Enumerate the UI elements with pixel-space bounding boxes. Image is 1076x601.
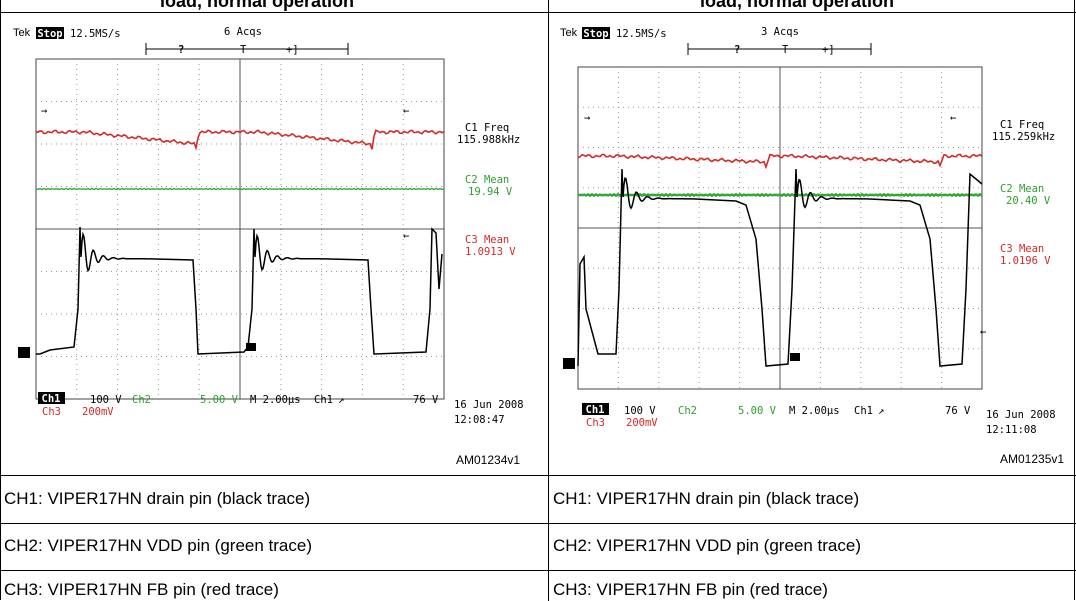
capture-time: 12:11:08 [986, 424, 1037, 436]
mode-badge [36, 27, 64, 39]
ch3-label: Ch3 [42, 406, 61, 418]
trigger-marker-right: +] [286, 44, 299, 56]
figure-id-left: AM01234v1 [456, 453, 521, 467]
oscilloscope-screenshot-right: Tek Stop 12.5MS/s 3 Acqs ? T +] → ← ← C1… [560, 26, 1056, 436]
ch3-trace [577, 153, 983, 170]
ch3-scale: 200mV [626, 417, 658, 429]
sample-rate: 12.5MS/s [616, 28, 667, 40]
timebase: M 2.00µs [250, 394, 301, 406]
ch2-label: Ch2 [678, 405, 697, 417]
trigger-marker-right: +] [822, 44, 835, 56]
trigger-level-arrow-right: ← [950, 112, 956, 124]
trigger-marker-center: T [240, 44, 247, 56]
capture-date: 16 Jun 2008 [454, 399, 524, 411]
c1-freq-value: 115.259kHz [992, 131, 1055, 143]
trigger-level: 76 V [413, 394, 439, 406]
caption-left-ch2: CH2: VIPER17HN VDD pin (green trace) [4, 536, 313, 555]
acquisition-count: 6 Acqs [224, 26, 262, 38]
ch1-scale: 100 V [624, 405, 656, 417]
ch1-label: Ch1 [42, 393, 61, 405]
graticule [577, 66, 983, 390]
trigger-level: 76 V [945, 405, 971, 417]
table-rule-1 [0, 475, 1076, 476]
c3-mean-label: C3 Mean [465, 234, 509, 246]
ch3-trace [35, 129, 445, 151]
ch2-scale: 5.00 V [738, 405, 777, 417]
trigger-marker-left: ? [734, 44, 740, 56]
ch1-scale: 100 V [90, 394, 122, 406]
ch3-offset-arrow: ← [980, 326, 986, 338]
ch3-label: Ch3 [586, 417, 605, 429]
table-center-rule [548, 0, 549, 601]
ch2-trace [577, 192, 983, 198]
c1-freq-label: C1 Freq [465, 122, 509, 134]
ch2-trace [35, 187, 445, 191]
caption-left-ch3: CH3: VIPER17HN FB pin (red trace) [4, 580, 279, 599]
figure-id-right: AM01235v1 [1000, 452, 1065, 466]
c2-mean-label: C2 Mean [465, 174, 509, 186]
figure-header-right: load, normal operation [700, 0, 895, 11]
ch1-marker-2 [246, 343, 256, 351]
ch1-badge [582, 403, 609, 415]
ch1-badge [38, 392, 65, 404]
c1-freq-label: C1 Freq [1000, 119, 1044, 131]
capture-time: 12:08:47 [454, 414, 505, 426]
caption-right-ch3: CH3: VIPER17HN FB pin (red trace) [553, 580, 828, 599]
c3-mean-value: 1.0196 V [1000, 255, 1051, 267]
trigger-slope: ↗ [338, 394, 344, 406]
ch1-ground-marker [563, 358, 575, 369]
mode-badge [582, 27, 610, 39]
c3-mean-label: C3 Mean [1000, 243, 1044, 255]
ch1-marker-2 [790, 353, 800, 361]
c3-mean-value: 1.0913 V [465, 246, 516, 258]
ch1-trace [577, 168, 983, 367]
ch2-label: Ch2 [132, 394, 151, 406]
trigger-slope: ↗ [878, 405, 884, 417]
ch1-label: Ch1 [586, 404, 605, 416]
timebase: M 2.00µs [789, 405, 840, 417]
trigger-marker-center: T [782, 44, 789, 56]
ch3-offset-arrow: ← [403, 230, 409, 242]
table-rule-3 [0, 570, 1076, 571]
c2-mean-label: C2 Mean [1000, 183, 1044, 195]
mode-label: Stop [583, 28, 608, 40]
ch2-scale: 5.00 V [200, 394, 239, 406]
brand-label: Tek [13, 27, 31, 39]
acquisition-count: 3 Acqs [761, 26, 799, 38]
brand-label: Tek [560, 27, 578, 39]
oscilloscope-screenshot-left: Tek Stop 12.5MS/s 6 Acqs ? T +] → ← ← C1… [13, 26, 524, 426]
ch1-ground-marker [18, 347, 30, 358]
figure-header-left: load, normal operation [160, 0, 355, 11]
capture-date: 16 Jun 2008 [986, 409, 1056, 421]
trigger-source: Ch1 [314, 394, 333, 406]
caption-left-ch1: CH1: VIPER17HN drain pin (black trace) [4, 489, 311, 508]
sample-rate: 12.5MS/s [70, 28, 121, 40]
trigger-level-arrow-right: ← [403, 105, 409, 117]
trigger-level-arrow-left: → [41, 105, 47, 117]
trigger-marker-left: ? [178, 44, 184, 56]
caption-right-ch2: CH2: VIPER17HN VDD pin (green trace) [553, 536, 862, 555]
c2-mean-value: 19.94 V [468, 186, 513, 198]
table-rule-2 [0, 523, 1076, 524]
ch3-scale: 200mV [82, 406, 114, 418]
mode-label: Stop [37, 28, 62, 40]
ch1-trace [36, 226, 443, 355]
trigger-level-arrow-left: → [584, 112, 590, 124]
trigger-source: Ch1 [854, 405, 873, 417]
caption-right-ch1: CH1: VIPER17HN drain pin (black trace) [553, 489, 860, 508]
table-top-rule [0, 12, 1076, 13]
c2-mean-value: 20.40 V [1006, 195, 1051, 207]
graticule [35, 58, 445, 400]
c1-freq-value: 115.988kHz [457, 134, 520, 146]
